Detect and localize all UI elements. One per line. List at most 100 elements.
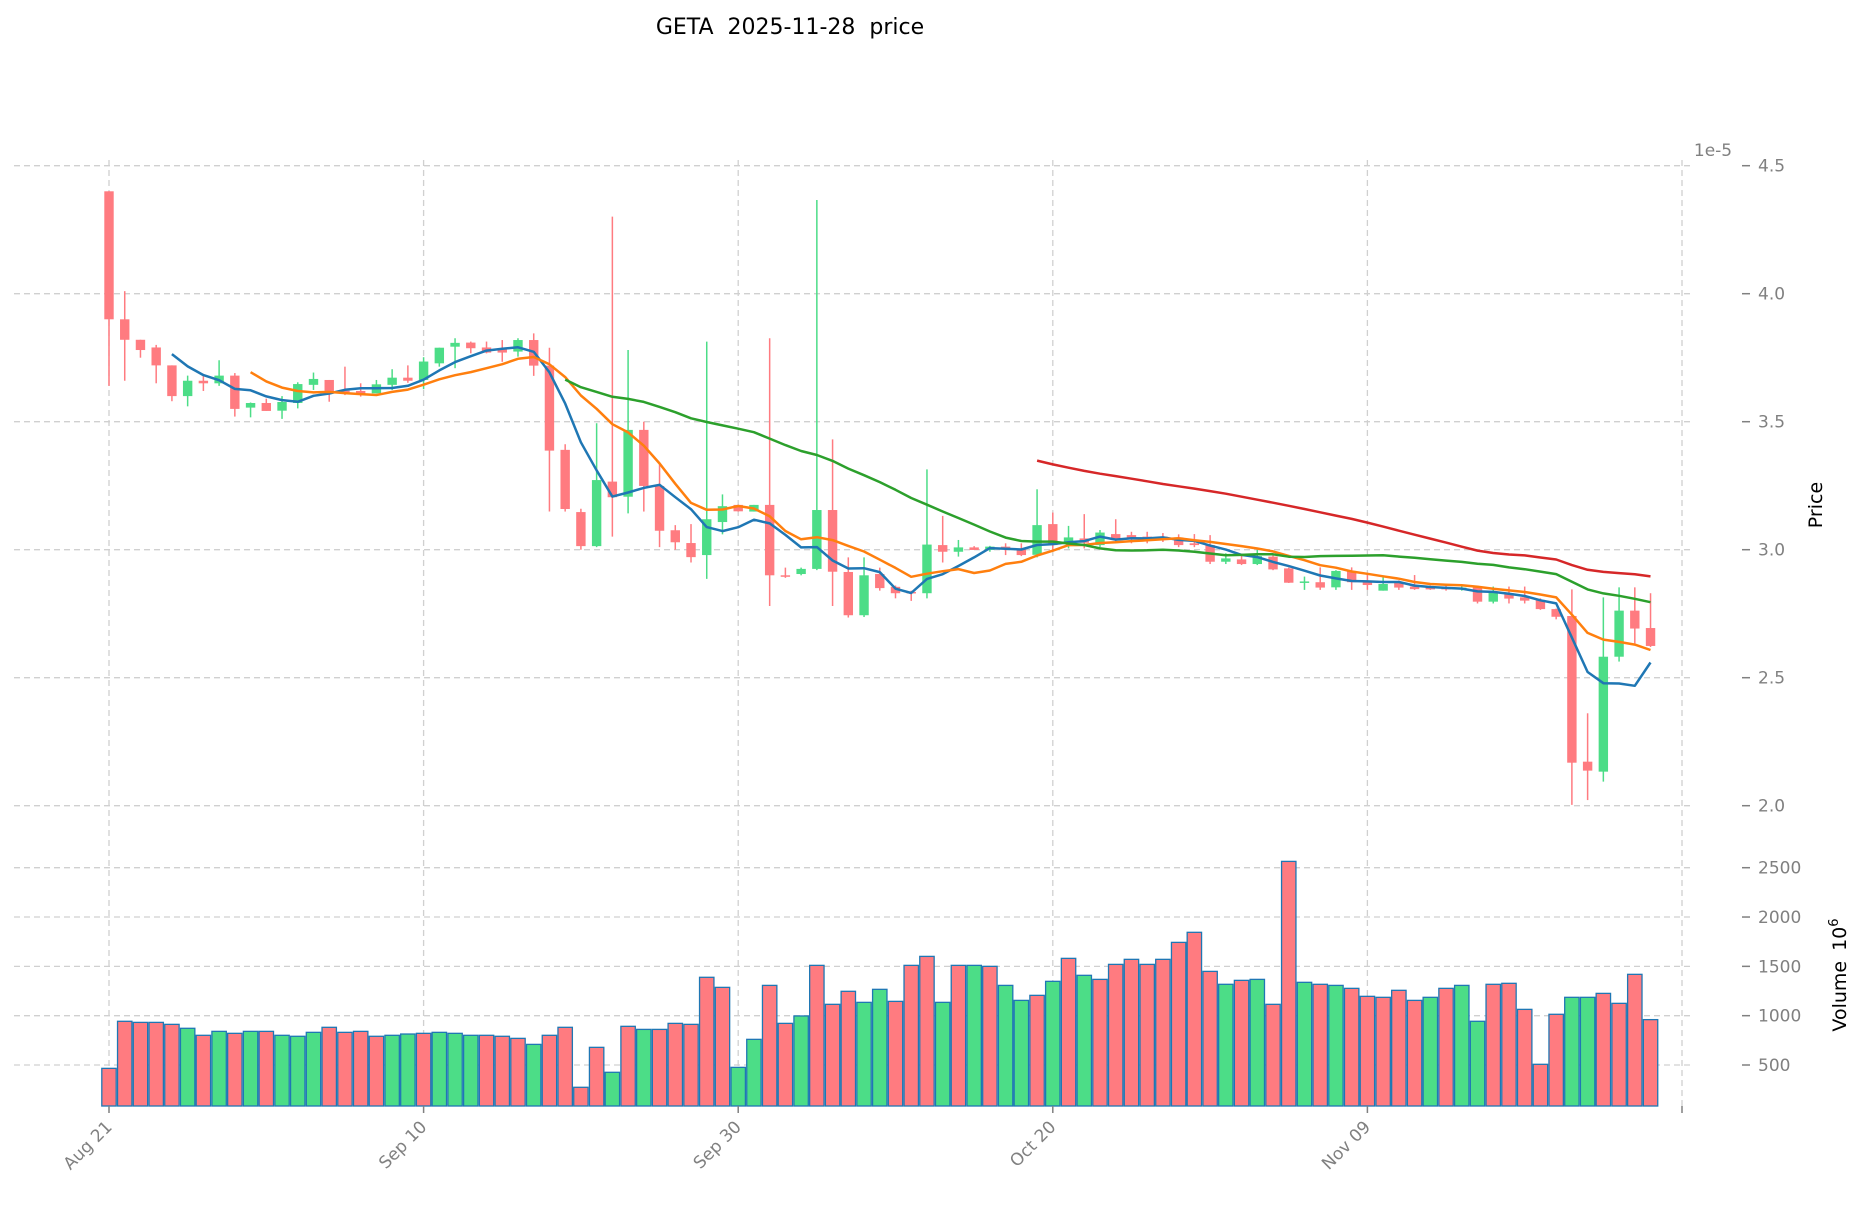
candle-body-up [293, 384, 303, 404]
volume-bar [494, 1035, 511, 1107]
candle-body-up [796, 568, 806, 575]
volume-bar [1312, 983, 1329, 1107]
candle-body-down [1645, 628, 1656, 646]
candle-body-down [1346, 570, 1357, 583]
volume-bar [1029, 994, 1045, 1107]
volume-bar [651, 1028, 668, 1107]
candle-body-down [1236, 559, 1247, 565]
ma60-line [1036, 459, 1651, 578]
candle-body-up [812, 510, 822, 569]
candle-body-down [1567, 616, 1577, 763]
volume-bar [211, 1030, 227, 1107]
volume-bar [887, 1000, 904, 1107]
volume-bar [1217, 983, 1234, 1107]
volume-bar [667, 1022, 684, 1107]
candle-body-down [544, 365, 555, 451]
candle-body-down [670, 530, 680, 543]
candle-body-up [277, 401, 287, 411]
price-tick-label: 2.0 [1758, 797, 1785, 817]
volume-bar [1642, 1018, 1659, 1107]
volume-bar [1296, 981, 1313, 1107]
candle-body-up [702, 519, 712, 556]
volume-bar [289, 1035, 306, 1107]
volume-bar [573, 1086, 589, 1107]
candle-body-up [591, 480, 602, 547]
candle-body-down [340, 390, 350, 393]
candles [104, 191, 1656, 805]
price-tick-label: 3.0 [1758, 541, 1785, 561]
volume-bar [1438, 987, 1454, 1107]
volume-bar [1579, 996, 1596, 1107]
candle-body-down [1535, 599, 1546, 610]
candle-body-down [1394, 582, 1404, 588]
candle-body-up [418, 361, 429, 380]
volume-bar [840, 990, 857, 1107]
candle-body-up [953, 547, 964, 552]
candle-body-down [198, 380, 209, 384]
volume-bar [337, 1031, 353, 1107]
candle-body-down [1173, 537, 1184, 546]
volume-bar [982, 965, 998, 1107]
volume-bar [761, 984, 778, 1107]
volume-bar [1469, 1020, 1486, 1107]
volume-bar [1265, 1003, 1281, 1107]
volume-bar [1501, 982, 1517, 1107]
candle-body-up [245, 403, 256, 408]
volume-bar [1044, 980, 1061, 1107]
volume-bar [793, 1015, 809, 1107]
volume-bar [431, 1031, 448, 1107]
candle-body-down [230, 375, 240, 409]
volume-bar [997, 984, 1014, 1107]
candle-body-down [890, 586, 901, 594]
price-tick-label: 4.0 [1758, 285, 1785, 305]
candle-body-down [151, 347, 161, 366]
volume-bar [1422, 996, 1439, 1107]
volume-tick-label: 1000 [1758, 1007, 1801, 1027]
candle-body-up [387, 377, 397, 385]
candle-body-down [1048, 524, 1058, 546]
volume-bar [1249, 978, 1266, 1107]
volume-bar [966, 964, 983, 1107]
volume-bar [242, 1030, 259, 1107]
volume-bar [541, 1034, 558, 1107]
candle-body-up [1252, 556, 1262, 565]
candle-body-down [1126, 535, 1137, 539]
x-tick-label: Sep 30 [690, 1117, 746, 1173]
volume-bar [510, 1037, 526, 1107]
volume-bar [258, 1030, 275, 1107]
candle-body-down [1551, 609, 1561, 617]
volume-bar [1328, 984, 1344, 1107]
chart-title: GETA 2025-11-28 price [656, 15, 924, 40]
candle-body-down [607, 481, 618, 498]
candle-body-down [1315, 582, 1325, 588]
volume-bar [856, 1001, 872, 1107]
x-tick-label: Oct 20 [1006, 1117, 1060, 1171]
volume-bar [730, 1066, 747, 1107]
candle-body-down [1472, 586, 1483, 602]
volume-bar [1013, 999, 1030, 1107]
x-tick-label: Aug 21 [60, 1117, 117, 1174]
volume-bar [1092, 978, 1108, 1107]
candle-body-down [733, 504, 743, 512]
volume-bar [116, 1020, 133, 1107]
candle-body-down [937, 545, 948, 552]
volume-bar [478, 1034, 495, 1107]
volume-bar [1391, 989, 1407, 1107]
volume-bar [871, 988, 888, 1107]
candle-body-down [1189, 543, 1200, 546]
candle-body-up [450, 342, 460, 347]
volume-bar [274, 1034, 290, 1107]
volume-bar [525, 1043, 542, 1107]
volume-bar [1453, 984, 1470, 1107]
volume-bar [1343, 987, 1360, 1107]
volume-bar [132, 1021, 149, 1107]
ma10-line [249, 355, 1651, 652]
grid-layer [14, 160, 1693, 1106]
candle-body-up [717, 506, 728, 523]
candle-body-down [120, 319, 130, 340]
candle-body-down [780, 575, 791, 577]
candle-body-up [922, 544, 932, 594]
volume-bar [1406, 999, 1423, 1107]
volume-bar [620, 1025, 636, 1107]
